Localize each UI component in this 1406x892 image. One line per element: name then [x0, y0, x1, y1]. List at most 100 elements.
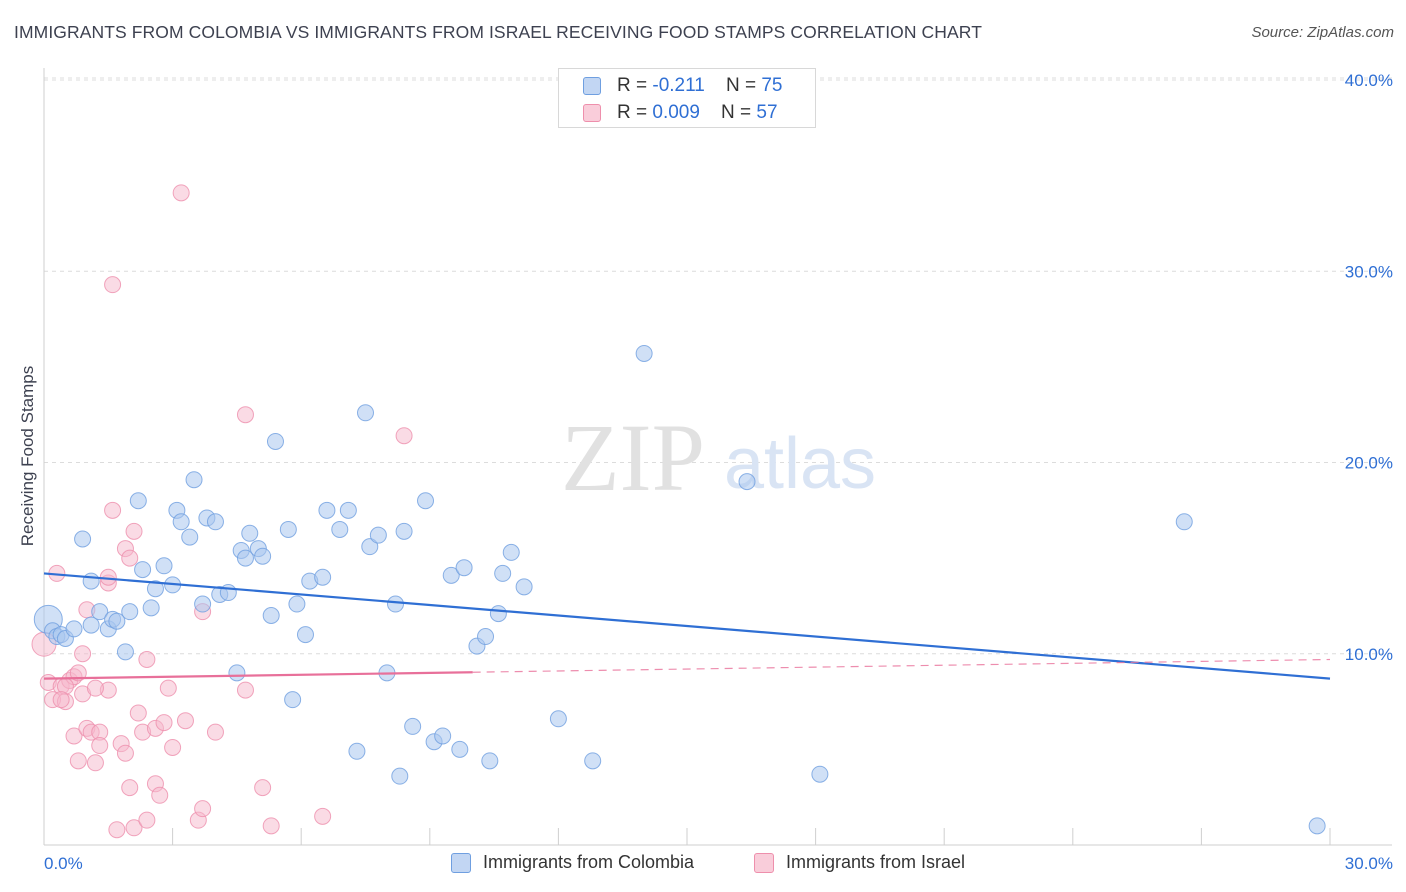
colombia-point	[395, 522, 413, 540]
colombia-point	[455, 559, 473, 577]
colombia-point	[1308, 817, 1326, 835]
bottom-legend-israel-label: Immigrants from Israel	[786, 852, 966, 872]
colombia-point	[738, 473, 756, 491]
israel-point	[314, 807, 332, 825]
colombia-point	[502, 543, 520, 561]
colombia-point	[314, 568, 332, 586]
colombia-point	[318, 501, 336, 519]
colombia-point	[172, 513, 190, 531]
x-tick-label: 0.0%	[44, 854, 83, 873]
colombia-point	[549, 710, 567, 728]
bottom-legend-colombia-label: Immigrants from Colombia	[483, 852, 695, 872]
colombia-point	[284, 691, 302, 709]
colombia-point	[391, 767, 409, 785]
israel-point	[121, 779, 139, 797]
israel-point	[74, 645, 92, 663]
israel-point	[194, 800, 212, 818]
colombia-point	[357, 404, 374, 422]
y-tick-label: 20.0%	[1345, 454, 1393, 473]
israel-point	[91, 737, 109, 755]
colombia-point	[142, 599, 160, 617]
colombia-point	[477, 628, 495, 646]
israel-point	[262, 817, 280, 835]
colombia-point	[369, 526, 387, 544]
x-tick-label: 30.0%	[1345, 854, 1393, 873]
colombia-trend-line	[43, 572, 1331, 680]
colombia-point	[129, 492, 147, 510]
y-axis-label: Receiving Food Stamps	[18, 365, 37, 547]
israel-point	[206, 723, 224, 741]
israel-point	[172, 184, 190, 202]
colombia-point	[515, 578, 533, 596]
israel-point	[155, 714, 173, 732]
colombia-point	[296, 626, 314, 644]
israel-point	[125, 819, 143, 837]
y-tick-label: 40.0%	[1345, 71, 1393, 90]
colombia-point	[481, 752, 499, 770]
israel-swatch	[754, 853, 774, 873]
n-value: 75	[761, 75, 783, 96]
israel-trend-line	[43, 671, 473, 680]
colombia-point	[489, 605, 507, 623]
chart-title: IMMIGRANTS FROM COLOMBIA VS IMMIGRANTS F…	[14, 22, 983, 42]
legend-colombia-stats: R = -0.211 N = 75	[617, 75, 782, 97]
israel-point	[138, 811, 156, 829]
israel-point	[121, 549, 139, 567]
israel-point	[236, 406, 254, 424]
colombia-point	[387, 595, 405, 613]
colombia-point	[236, 549, 254, 567]
israel-point	[159, 679, 177, 697]
israel-swatch	[583, 104, 601, 122]
colombia-point	[279, 520, 297, 538]
israel-point	[69, 664, 87, 682]
colombia-point	[116, 643, 134, 661]
colombia-point	[108, 612, 126, 630]
colombia-point	[254, 547, 272, 565]
tick-labels: 10.0% 20.0% 30.0% 40.0% 0.0% 30.0%	[44, 71, 1393, 873]
r-label: R =	[617, 75, 653, 96]
colombia-point	[404, 717, 422, 735]
colombia-point	[65, 620, 83, 638]
israel-point	[151, 786, 169, 804]
israel-point	[108, 821, 126, 839]
colombia-point	[339, 501, 357, 519]
israel-point	[395, 427, 413, 445]
colombia-point	[241, 524, 259, 542]
israel-point	[69, 752, 87, 770]
colombia-point	[288, 595, 306, 613]
colombia-point	[228, 664, 246, 682]
legend-israel-stats: R = 0.009 N = 57	[617, 102, 778, 124]
israel-point	[104, 501, 122, 519]
r-label: R =	[617, 102, 653, 123]
colombia-point	[155, 557, 173, 575]
r-value: -0.211	[652, 75, 705, 96]
source-credit: Source: ZipAtlas.com	[1251, 24, 1394, 41]
colombia-point	[442, 566, 460, 584]
colombia-point	[74, 530, 92, 548]
colombia-point	[331, 520, 349, 538]
israel-point	[86, 679, 104, 697]
gridlines	[44, 77, 1392, 655]
colombia-point	[584, 752, 602, 770]
colombia-point	[82, 572, 100, 590]
colombia-point	[206, 513, 224, 531]
colombia-point	[811, 765, 829, 783]
colombia-point	[146, 580, 164, 598]
colombia-point	[185, 471, 203, 489]
colombia-point	[266, 432, 284, 450]
israel-points	[31, 184, 413, 839]
colombia-swatch	[451, 853, 471, 873]
colombia-point	[82, 616, 100, 634]
colombia-point	[91, 603, 109, 621]
israel-point	[129, 704, 147, 722]
colombia-point	[434, 727, 452, 745]
watermark-zip: ZIP	[561, 404, 705, 511]
colombia-point	[417, 492, 435, 510]
colombia-point	[121, 603, 139, 621]
n-value: 57	[756, 102, 778, 123]
colombia-point	[361, 538, 379, 556]
colombia-point	[494, 564, 512, 582]
israel-point	[138, 650, 156, 668]
n-label: N =	[721, 102, 757, 123]
